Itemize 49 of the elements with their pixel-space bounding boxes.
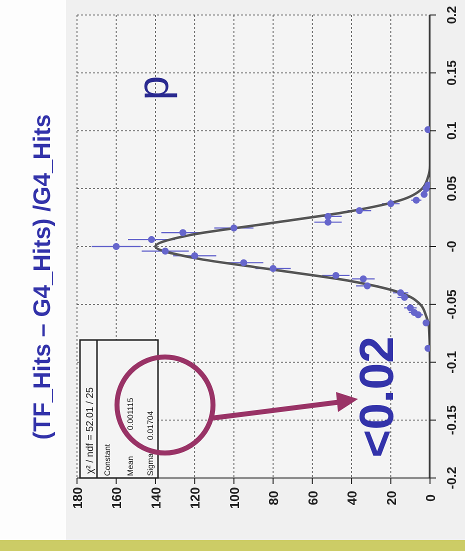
x-tick-label: 60 bbox=[305, 490, 320, 506]
x-tick-label: 140 bbox=[148, 487, 164, 509]
y-tick-label: 0.1 bbox=[444, 122, 459, 140]
y-tick-label: 0.2 bbox=[444, 6, 459, 24]
point bbox=[191, 252, 198, 260]
point bbox=[162, 248, 169, 255]
point bbox=[387, 200, 394, 208]
text: (TF_Hits – G4_Hits) /G4_Hits bbox=[29, 114, 56, 440]
x-tick-label: 120 bbox=[188, 487, 203, 509]
point bbox=[412, 196, 420, 204]
x-tick-label: 20 bbox=[384, 490, 399, 506]
y-tick-label: -0 bbox=[444, 240, 459, 252]
x-tick-label: 180 bbox=[70, 487, 85, 509]
annotation: Mean bbox=[126, 456, 135, 476]
point bbox=[420, 190, 428, 198]
point bbox=[410, 308, 418, 316]
y-tick-label: -0.2 bbox=[444, 466, 459, 490]
x-tick-label: 80 bbox=[266, 490, 282, 506]
x-tick-label: 0 bbox=[423, 494, 438, 502]
point bbox=[270, 264, 277, 272]
annotation: χ² / ndf = 52.01 / 25 bbox=[85, 386, 96, 474]
point bbox=[324, 212, 332, 220]
annotation: p bbox=[129, 76, 178, 100]
y-tick-label: -0.05 bbox=[444, 290, 459, 320]
annotation: 0.001115 bbox=[126, 397, 135, 430]
annotation: 0.01704 bbox=[146, 410, 155, 440]
point bbox=[422, 319, 430, 326]
point bbox=[364, 282, 371, 290]
annotation: Sigma bbox=[146, 452, 155, 476]
x-tick-label: 40 bbox=[344, 490, 360, 506]
point bbox=[356, 207, 363, 214]
point bbox=[230, 224, 238, 232]
annotation: Constant bbox=[103, 443, 112, 476]
x-tick-label: 100 bbox=[226, 487, 242, 509]
annotation: <0.02 bbox=[351, 336, 404, 458]
point bbox=[397, 289, 404, 296]
y-tick-label: -0.15 bbox=[444, 405, 459, 435]
y-tick-label: 0.05 bbox=[444, 176, 459, 202]
point bbox=[332, 272, 340, 279]
x-tick-label: 160 bbox=[109, 487, 124, 509]
y-tick-label: 0.15 bbox=[444, 60, 459, 86]
point bbox=[179, 229, 186, 236]
point bbox=[406, 304, 414, 312]
y-tick-label: -0.1 bbox=[444, 351, 459, 374]
point bbox=[401, 294, 408, 301]
point bbox=[112, 243, 120, 250]
point bbox=[148, 236, 156, 244]
point bbox=[240, 259, 248, 266]
point bbox=[360, 275, 367, 282]
